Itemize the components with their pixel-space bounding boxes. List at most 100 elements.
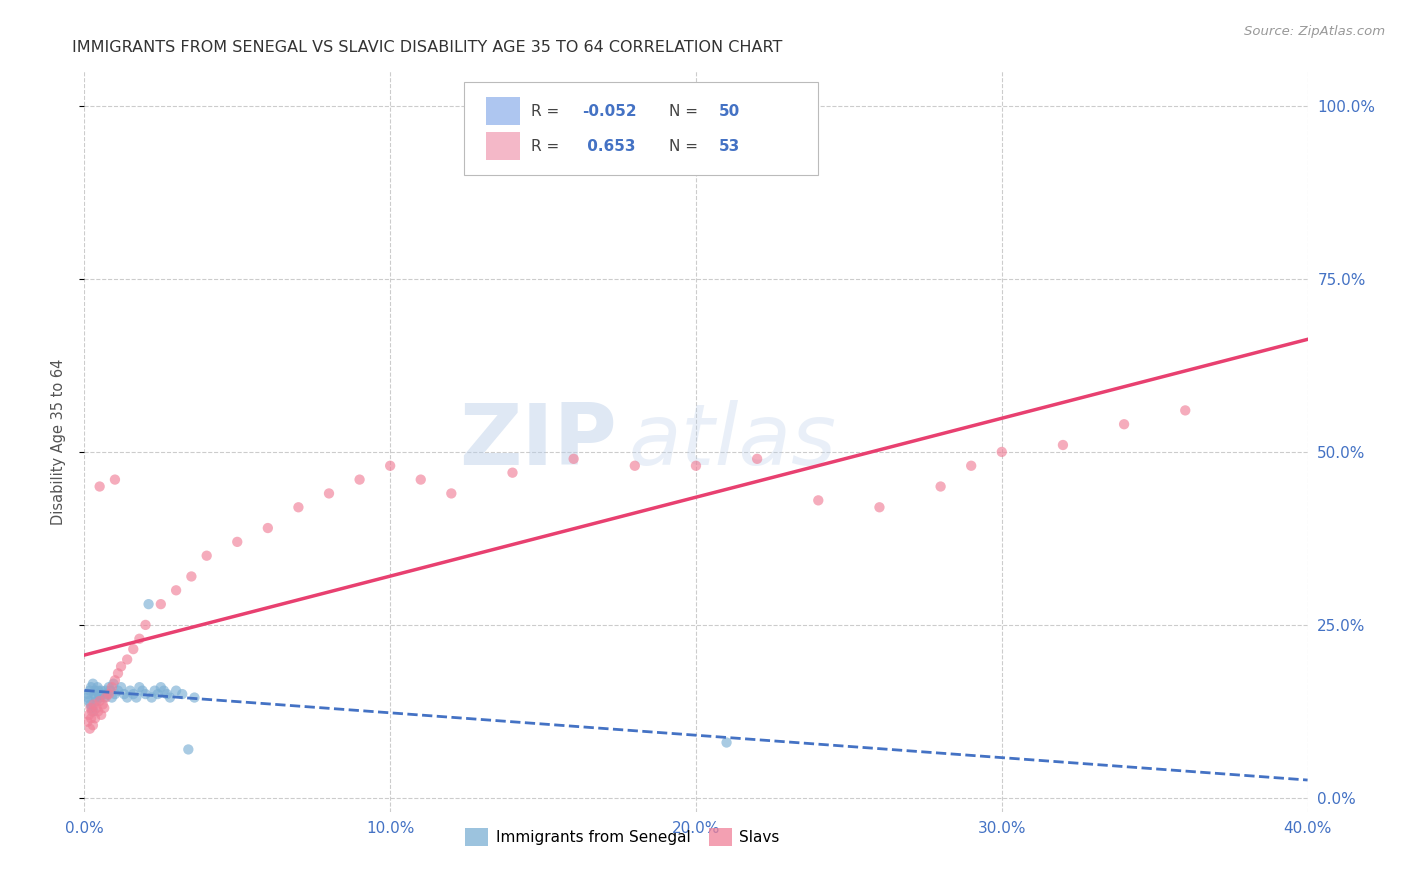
- Point: [103, 676, 125, 690]
- Point: [89, 694, 111, 708]
- Point: [226, 534, 249, 549]
- Point: [149, 597, 172, 611]
- Point: [153, 683, 176, 698]
- Point: [685, 458, 707, 473]
- Point: [1114, 417, 1136, 432]
- Text: Source: ZipAtlas.com: Source: ZipAtlas.com: [1244, 25, 1385, 38]
- Point: [146, 687, 169, 701]
- Text: 50: 50: [720, 103, 741, 119]
- Point: [149, 680, 172, 694]
- Point: [502, 466, 524, 480]
- Point: [138, 597, 160, 611]
- Point: [79, 683, 101, 698]
- Point: [159, 690, 181, 705]
- Point: [143, 683, 166, 698]
- Point: [90, 683, 112, 698]
- Point: [98, 683, 121, 698]
- Point: [83, 705, 105, 719]
- Text: IMMIGRANTS FROM SENEGAL VS SLAVIC DISABILITY AGE 35 TO 64 CORRELATION CHART: IMMIGRANTS FROM SENEGAL VS SLAVIC DISABI…: [72, 40, 783, 55]
- Point: [135, 687, 157, 701]
- Point: [115, 652, 138, 666]
- Point: [960, 458, 983, 473]
- Point: [80, 705, 103, 719]
- Point: [76, 714, 98, 729]
- Point: [128, 680, 150, 694]
- Point: [110, 680, 132, 694]
- Point: [807, 493, 830, 508]
- Point: [110, 659, 132, 673]
- Text: 53: 53: [720, 138, 741, 153]
- Point: [120, 683, 142, 698]
- Point: [112, 687, 135, 701]
- Point: [94, 683, 117, 698]
- Point: [122, 642, 145, 657]
- Point: [80, 701, 103, 715]
- Text: R =: R =: [531, 103, 564, 119]
- Point: [80, 711, 103, 725]
- Point: [104, 687, 127, 701]
- Point: [86, 680, 108, 694]
- Point: [409, 473, 432, 487]
- Text: 0.653: 0.653: [582, 138, 636, 153]
- Point: [101, 680, 124, 694]
- Point: [165, 683, 187, 698]
- Point: [440, 486, 463, 500]
- Point: [89, 690, 111, 705]
- Point: [79, 698, 101, 712]
- Legend: Immigrants from Senegal, Slavs: Immigrants from Senegal, Slavs: [460, 822, 786, 852]
- Point: [141, 690, 163, 705]
- Point: [929, 479, 952, 493]
- Point: [97, 687, 120, 701]
- Point: [257, 521, 280, 535]
- Point: [79, 722, 101, 736]
- Point: [80, 680, 103, 694]
- Point: [93, 690, 115, 705]
- Point: [89, 479, 111, 493]
- Point: [180, 569, 202, 583]
- Point: [104, 473, 127, 487]
- Point: [86, 694, 108, 708]
- Point: [172, 687, 194, 701]
- Point: [177, 742, 200, 756]
- Point: [79, 701, 101, 715]
- Point: [84, 690, 107, 705]
- Text: atlas: atlas: [628, 400, 837, 483]
- Point: [83, 687, 105, 701]
- Point: [125, 690, 148, 705]
- Point: [91, 687, 114, 701]
- Point: [107, 666, 129, 681]
- Point: [135, 618, 157, 632]
- Text: ZIP: ZIP: [458, 400, 616, 483]
- Point: [1174, 403, 1197, 417]
- Point: [83, 698, 105, 712]
- Point: [104, 673, 127, 688]
- Point: [96, 687, 118, 701]
- Point: [87, 683, 110, 698]
- Point: [747, 451, 769, 466]
- Point: [77, 687, 100, 701]
- Point: [82, 718, 104, 732]
- Point: [82, 676, 104, 690]
- Point: [94, 690, 117, 705]
- Point: [562, 451, 585, 466]
- Point: [84, 683, 107, 698]
- Point: [77, 694, 100, 708]
- Point: [991, 445, 1014, 459]
- Point: [128, 632, 150, 646]
- Point: [183, 690, 205, 705]
- Point: [869, 500, 891, 515]
- Y-axis label: Disability Age 35 to 64: Disability Age 35 to 64: [51, 359, 66, 524]
- FancyBboxPatch shape: [485, 132, 520, 161]
- FancyBboxPatch shape: [485, 97, 520, 126]
- Point: [86, 701, 108, 715]
- Point: [97, 680, 120, 694]
- Point: [101, 690, 124, 705]
- Point: [87, 705, 110, 719]
- Point: [318, 486, 340, 500]
- Text: -0.052: -0.052: [582, 103, 637, 119]
- Point: [93, 701, 115, 715]
- Point: [287, 500, 309, 515]
- FancyBboxPatch shape: [464, 82, 818, 175]
- Point: [84, 711, 107, 725]
- Point: [77, 707, 100, 722]
